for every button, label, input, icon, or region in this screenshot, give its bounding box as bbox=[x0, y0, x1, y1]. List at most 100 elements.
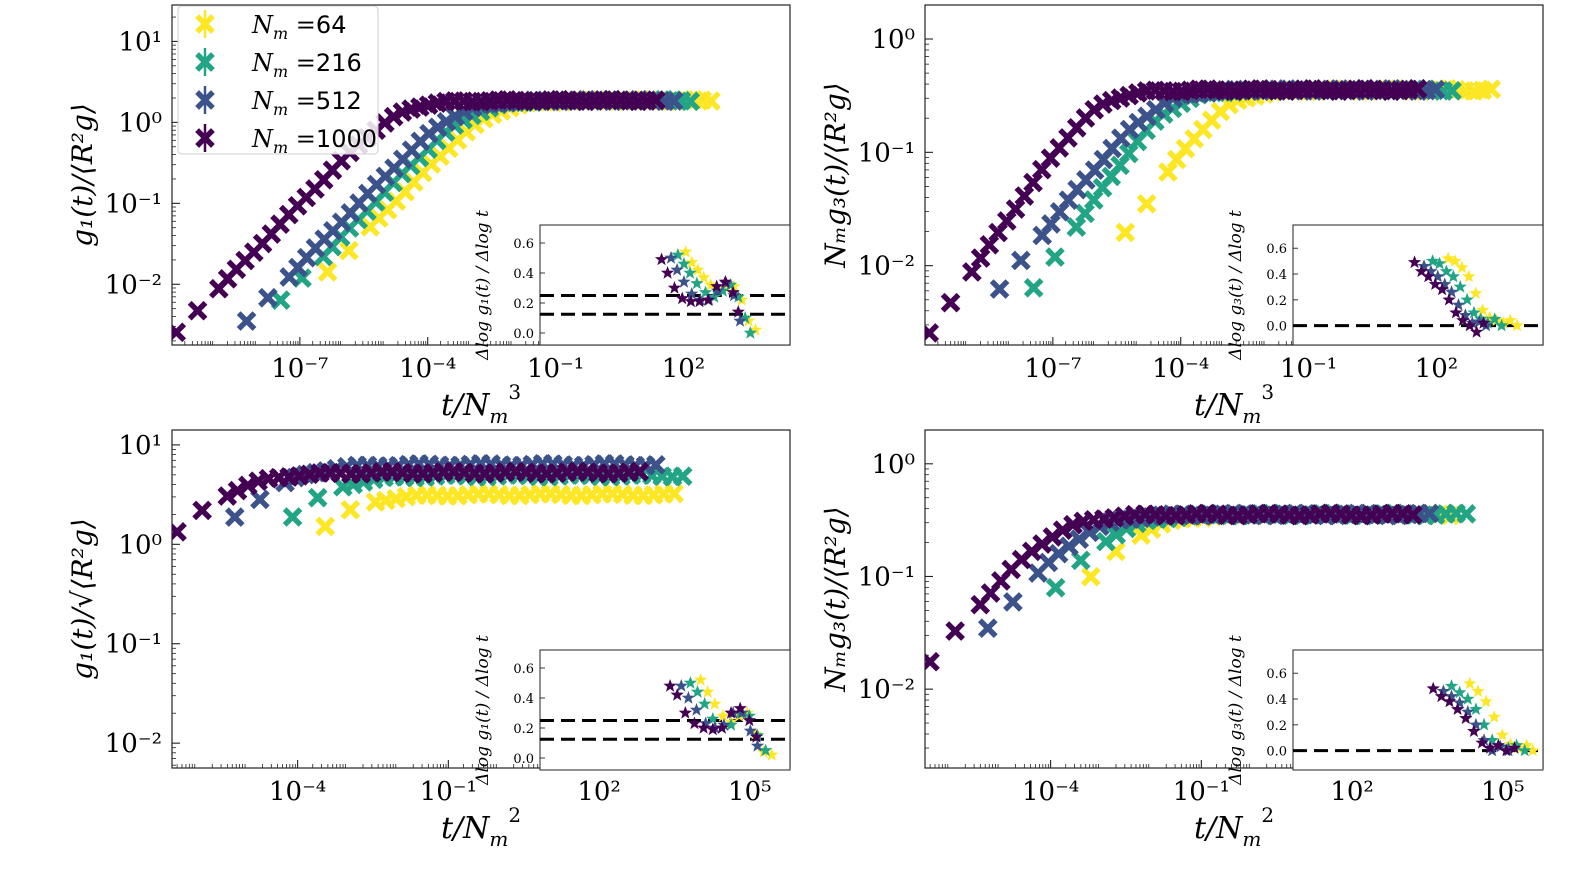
inset-point-64 bbox=[1455, 260, 1469, 274]
inset-point-512 bbox=[1424, 264, 1438, 278]
inset-point-1000 bbox=[1449, 305, 1463, 319]
data-point-512 bbox=[250, 489, 270, 510]
inset-y-tick-label: 0.2 bbox=[513, 297, 534, 312]
data-point-1000 bbox=[940, 292, 961, 313]
inset-point-216 bbox=[738, 311, 752, 324]
inset-point-512 bbox=[685, 287, 699, 300]
data-point-512 bbox=[258, 287, 278, 308]
inset-y-tick-label: 0.0 bbox=[1266, 745, 1287, 760]
inset-point-216 bbox=[1444, 679, 1459, 692]
inset-point-512 bbox=[733, 314, 747, 327]
inset-point-216 bbox=[1488, 312, 1502, 325]
data-point-512 bbox=[1419, 503, 1440, 524]
inset-point-216 bbox=[724, 718, 738, 731]
data-point-1000 bbox=[1403, 505, 1423, 525]
inset-frame bbox=[539, 224, 791, 346]
data-point-1000 bbox=[645, 90, 666, 110]
inset-y-tick-label: 0.6 bbox=[1266, 242, 1287, 257]
legend-marker-64 bbox=[195, 14, 215, 34]
data-point-1000 bbox=[383, 106, 404, 127]
inset-y-axis-label: Δlog g₃(t) / Δlog t bbox=[1226, 635, 1246, 786]
data-point-64 bbox=[1115, 222, 1136, 243]
inset-point-216 bbox=[698, 697, 712, 710]
y-axis-label: Nₘg₃(t)/⟨R²g⟩ bbox=[819, 506, 852, 692]
x-tick-label: 10⁻¹ bbox=[1173, 777, 1230, 807]
data-point-64 bbox=[340, 500, 361, 520]
inset-point-1000 bbox=[1442, 694, 1457, 708]
plot-frame bbox=[171, 4, 791, 346]
inset-point-64 bbox=[719, 281, 733, 294]
inset-point-1000 bbox=[1459, 711, 1473, 725]
inset-point-512 bbox=[743, 724, 757, 737]
data-markers bbox=[172, 454, 693, 542]
legend-label-1000: Nm =1000 bbox=[251, 125, 377, 157]
data-point-64 bbox=[1080, 566, 1101, 587]
inset-point-216 bbox=[1485, 733, 1499, 746]
y-axis-label: g₁(t)/√⟨R²g⟩ bbox=[66, 518, 99, 680]
inset-point-216 bbox=[1453, 685, 1467, 699]
y-tick-label: 10⁻² bbox=[105, 270, 162, 300]
inset-point-512 bbox=[710, 284, 725, 297]
data-point-1000 bbox=[172, 322, 187, 343]
panel-top-right: 10⁻⁷ 10⁻⁴ 10⁻¹ 10² 10⁰ 10⁻¹ 10⁻² t/Nm3 Nₘg₃(t)/⟨… bbox=[819, 4, 1544, 428]
data-point-216 bbox=[680, 91, 701, 112]
inset-y-tick-label: 0.2 bbox=[1266, 294, 1287, 309]
inset-point-1000 bbox=[670, 688, 684, 701]
data-point-1000 bbox=[187, 300, 208, 321]
inset-point-64 bbox=[708, 697, 722, 710]
inset-point-1000 bbox=[654, 252, 669, 266]
data-point-64 bbox=[664, 483, 685, 504]
data-point-216 bbox=[1023, 278, 1044, 298]
inset-point-1000 bbox=[1507, 741, 1522, 754]
inset-point-64 bbox=[1487, 710, 1501, 723]
inset-point-1000 bbox=[1476, 316, 1491, 329]
x-tick-label: 10⁻⁷ bbox=[1024, 354, 1081, 384]
inset-y-tick-label: 0.2 bbox=[1266, 719, 1287, 734]
plot-frame bbox=[924, 4, 1544, 346]
data-point-216 bbox=[1442, 80, 1462, 101]
inset-point-512 bbox=[699, 716, 713, 730]
inset-point-1000 bbox=[718, 275, 732, 288]
data-point-64 bbox=[1131, 525, 1151, 545]
inset-point-1000 bbox=[660, 266, 675, 279]
legend-label-512: Nm =512 bbox=[251, 87, 362, 119]
data-point-1000 bbox=[1023, 172, 1043, 193]
inset-point-216 bbox=[1460, 292, 1474, 306]
x-tick-label: 10⁻⁷ bbox=[271, 354, 328, 384]
inset-point-64 bbox=[735, 293, 749, 306]
inset-point-512 bbox=[674, 679, 688, 692]
data-point-216 bbox=[1106, 524, 1126, 545]
inset-point-64 bbox=[679, 245, 693, 258]
inset-point-1000 bbox=[1499, 743, 1514, 757]
inset-point-512 bbox=[1417, 259, 1431, 272]
inset-point-512 bbox=[1458, 308, 1473, 321]
inset-point-1000 bbox=[726, 285, 740, 299]
data-point-512 bbox=[977, 618, 998, 639]
data-point-512 bbox=[1011, 250, 1031, 271]
data-point-64 bbox=[315, 516, 336, 537]
x-tick-label: 10² bbox=[662, 354, 706, 384]
inset-y-axis-label: Δlog g₁(t) / Δlog t bbox=[473, 635, 493, 786]
inset-point-216 bbox=[683, 266, 697, 279]
inset-point-1000 bbox=[663, 679, 677, 692]
x-tick-label: 10⁻¹ bbox=[420, 777, 477, 807]
data-point-1000 bbox=[925, 651, 940, 672]
data-markers bbox=[172, 89, 721, 343]
inset-y-tick-label: 0.4 bbox=[513, 692, 534, 707]
inset-point-1000 bbox=[1434, 689, 1448, 703]
data-point-512 bbox=[1425, 79, 1446, 100]
data-point-512 bbox=[989, 279, 1010, 299]
inset-point-512 bbox=[1469, 717, 1483, 731]
inset-frame bbox=[539, 649, 791, 771]
inset-point-1000 bbox=[1467, 724, 1481, 737]
data-point-64 bbox=[339, 240, 359, 261]
inset-point-1000 bbox=[724, 706, 738, 719]
x-tick-label: 10⁻⁴ bbox=[399, 354, 456, 384]
data-point-1000 bbox=[192, 500, 212, 521]
inset-point-216 bbox=[706, 712, 720, 725]
inset-point-64 bbox=[1479, 694, 1493, 708]
inset-point-64 bbox=[1469, 286, 1483, 300]
inset-point-216 bbox=[1509, 738, 1524, 752]
inset-point-216 bbox=[671, 248, 685, 261]
